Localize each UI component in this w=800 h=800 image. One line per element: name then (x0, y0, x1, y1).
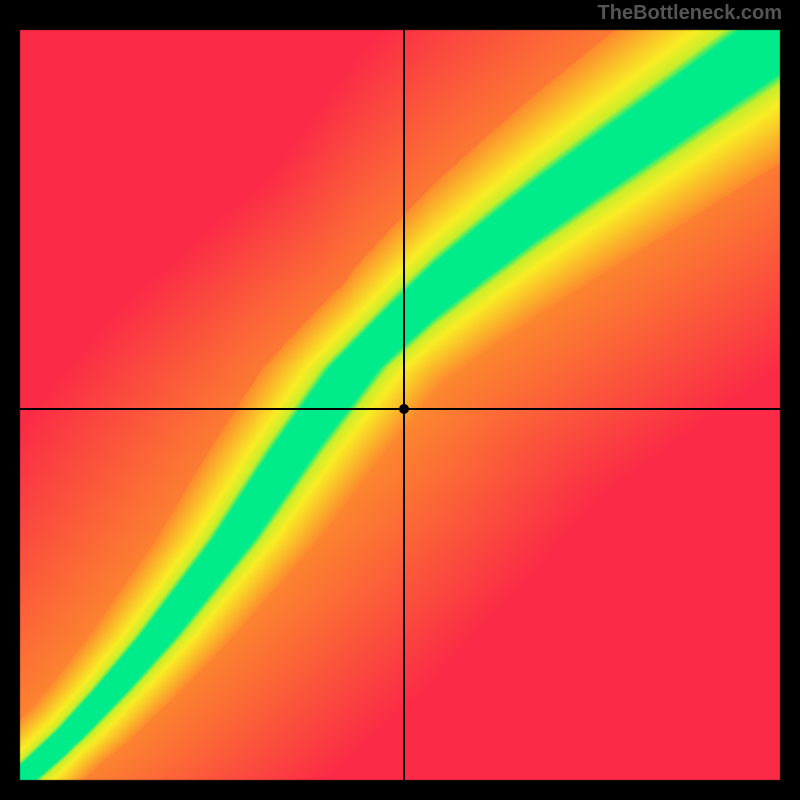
heatmap-canvas (0, 0, 800, 800)
chart-container: TheBottleneck.com (0, 0, 800, 800)
selection-marker (399, 404, 409, 414)
watermark-text: TheBottleneck.com (598, 2, 782, 25)
